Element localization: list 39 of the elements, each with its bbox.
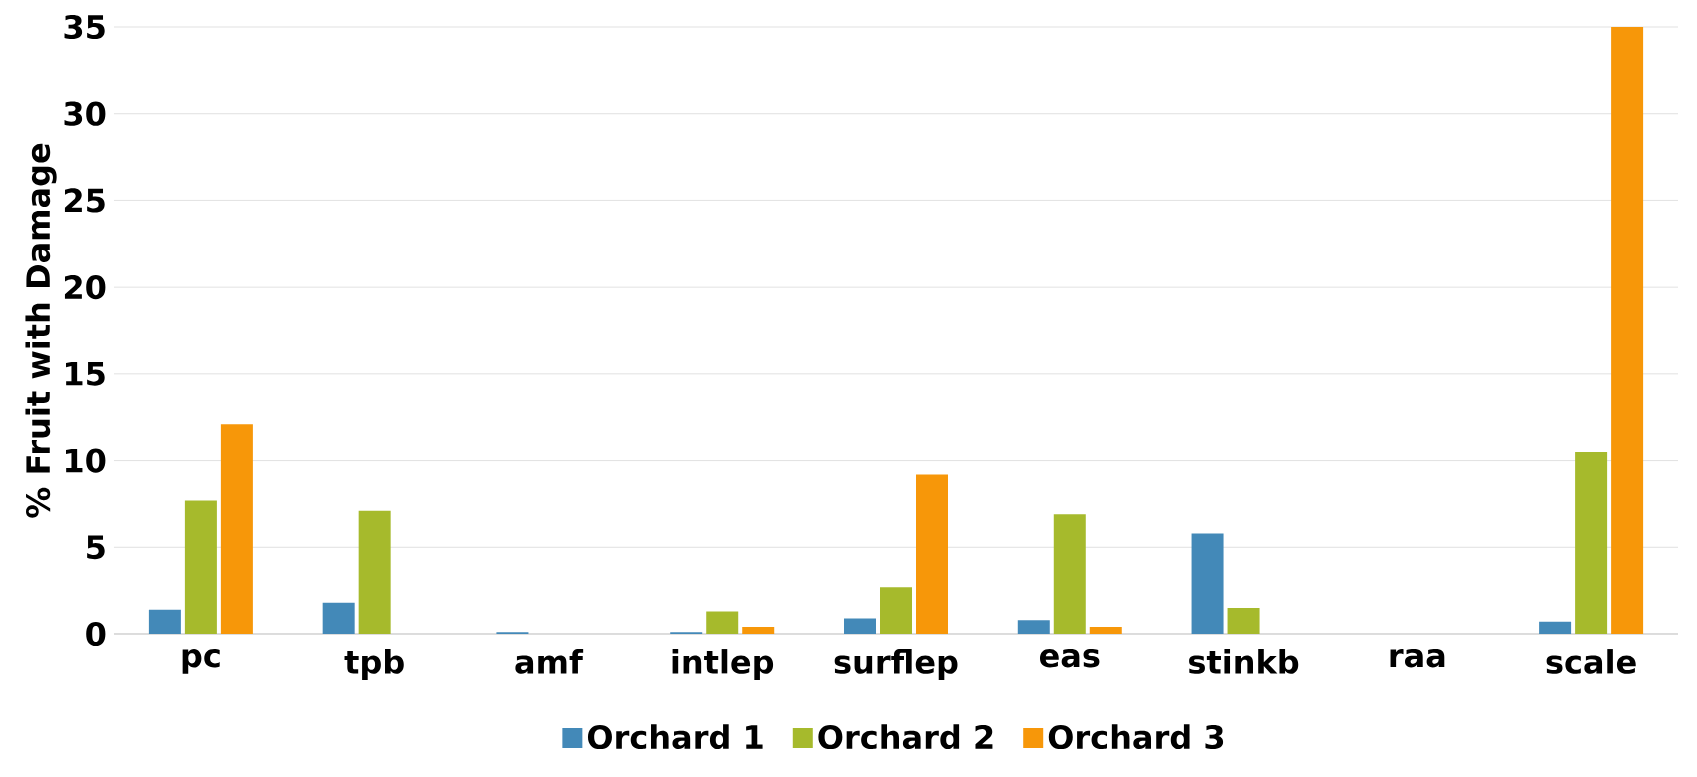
y-tick-label: 20	[64, 275, 106, 300]
bar	[706, 611, 739, 634]
bar	[1539, 621, 1572, 634]
x-tick-label: intlep	[672, 649, 774, 681]
bar	[1089, 627, 1122, 634]
y-tick-label: 30	[64, 101, 106, 126]
bar	[880, 587, 912, 634]
legend-label: Orchard 2	[818, 724, 993, 750]
bar	[322, 602, 355, 634]
y-tick-label: 25	[64, 188, 105, 213]
bar	[148, 609, 181, 634]
y-tick-label: 5	[87, 535, 105, 560]
bar	[1611, 27, 1644, 634]
bar	[916, 474, 948, 634]
y-tick-label: 10	[66, 448, 106, 473]
legend-label: Orchard 3	[1048, 724, 1224, 750]
x-tick-label: scale	[1546, 649, 1636, 674]
x-tick-label: eas	[1039, 649, 1100, 668]
bar	[1053, 514, 1086, 634]
y-axis-title: % Fruit with Damage	[25, 143, 57, 518]
bar	[184, 500, 217, 634]
bar	[844, 618, 876, 634]
x-tick-label: amf	[515, 649, 584, 674]
x-tick-label: surflep	[834, 649, 958, 681]
x-tick-label: tpb	[344, 649, 404, 681]
legend-label: Orchard 1	[587, 724, 763, 750]
x-tick-label: pc	[182, 649, 220, 674]
y-tick-label: 15	[66, 361, 105, 386]
bar	[742, 627, 775, 634]
y-tick-label: 35	[64, 14, 105, 40]
bar	[1575, 451, 1608, 634]
y-tick-label: 0	[86, 621, 106, 647]
bar	[1017, 620, 1050, 634]
bar	[358, 510, 391, 634]
bar	[1227, 607, 1260, 634]
bar	[1191, 533, 1224, 634]
x-tick-label: raa	[1390, 649, 1445, 668]
x-tick-label: stinkb	[1189, 649, 1299, 674]
bar	[220, 424, 253, 634]
